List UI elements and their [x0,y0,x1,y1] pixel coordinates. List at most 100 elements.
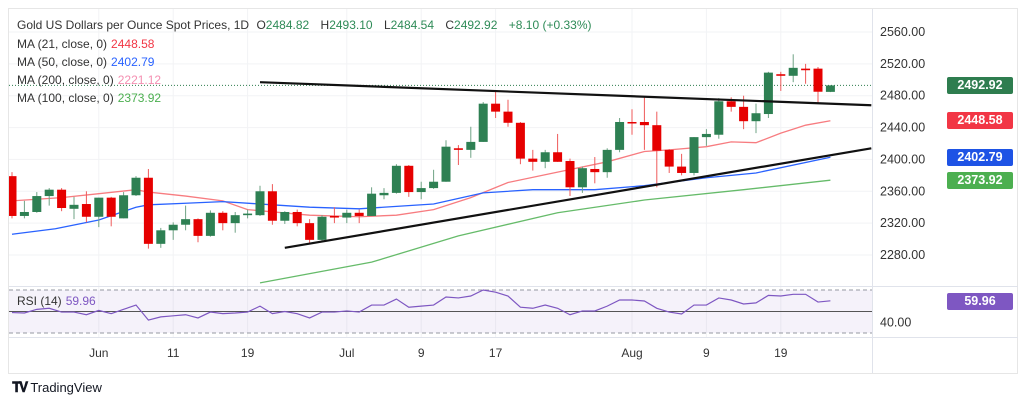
ma100-legend[interactable]: MA (100, close, 0) 2373.92 [17,91,165,105]
candle-body [825,85,835,92]
candle-bullish [32,192,42,213]
candle-bearish [329,207,339,224]
candle-bullish [714,98,724,139]
symbol-title: Gold US Dollars per Ounce Spot Prices, 1… [17,18,250,32]
candle-body [627,121,637,124]
candle-body [503,111,513,123]
x-tick-label: Jul [339,346,354,360]
symbol-legend: Gold US Dollars per Ounce Spot Prices, 1… [17,18,596,32]
candle-body [701,133,711,138]
x-tick-label: 11 [167,346,180,360]
candle-body [181,219,191,225]
candle-bearish [218,211,228,231]
candle-body [255,191,265,216]
candle-body [367,193,377,216]
x-tick-label: 19 [241,346,255,360]
candle-bearish [305,219,315,244]
low-label: L [383,18,391,32]
rsi-value-tag: 59.96 [947,293,1013,310]
candle-bearish [652,111,662,188]
candle-bearish [143,168,153,249]
candle-body [168,224,178,231]
candle-bearish [267,184,277,225]
candle-body [131,177,141,196]
candle-bullish [689,137,699,176]
candle-bearish [292,209,302,227]
candle-bullish [255,185,265,216]
upper-trendline [259,81,872,107]
candle-bullish [230,211,240,233]
candle-bullish [367,187,377,216]
tradingview-logo-icon: 𝐓𝐕 [12,379,28,395]
tradingview-logo[interactable]: 𝐓𝐕 TradingView [12,379,102,396]
candle-body [515,122,525,159]
candle-bullish [280,211,290,224]
candle-bullish [540,149,550,169]
candle-body [652,125,662,151]
candle-body [342,212,352,218]
candle-body [540,152,550,162]
rsi-label: RSI (14) [17,294,62,308]
high-label: H [320,18,330,32]
candle-body [565,161,575,188]
rsi-legend[interactable]: RSI (14) 59.96 [17,294,100,308]
candle-body [193,219,203,236]
y-tick-label: 2400.00 [880,152,925,166]
candle-bearish [503,99,513,127]
candle-bullish [615,118,625,153]
candle-bearish [193,218,203,243]
ma21-legend[interactable]: MA (21, close, 0) 2448.58 [17,37,158,51]
candle-bullish [602,148,612,178]
candle-body [44,189,54,197]
candle-body [267,191,277,221]
x-tick-label: Aug [621,346,642,360]
candle-body [218,212,228,224]
candle-bearish [664,149,674,173]
y-tick-label: 2360.00 [880,184,925,198]
candle-body [528,158,538,162]
candle-bullish [701,129,711,146]
candle-body [478,103,488,142]
candle-bullish [577,166,587,193]
candle-body [453,148,463,150]
candle-body [441,146,451,182]
ma-line-ma100 [259,179,831,284]
candle-body [577,168,587,188]
candle-bearish [404,164,414,197]
candle-bullish [379,188,389,200]
candle-bearish [57,188,67,212]
candle-bullish [44,188,54,206]
ma200-value: 2221.12 [117,73,162,87]
candle-body [602,149,612,173]
ma50-price-tag: 2402.79 [947,148,1013,166]
plot-area [9,54,872,284]
candle-body [156,230,166,244]
y-tick-label: 2520.00 [880,57,925,71]
candle-bullish [131,176,141,197]
candle-bearish [639,97,649,150]
lower-trendline [284,147,872,249]
candle-bullish [763,71,773,119]
ma200-legend[interactable]: MA (200, close, 0) 2221.12 [17,73,165,87]
candle-body [317,216,327,240]
chart-frame [8,8,1018,374]
x-tick-label: 19 [774,346,788,360]
ma100-price-tag: 2373.92 [947,171,1013,189]
ma50-value: 2402.79 [111,55,155,69]
candle-bearish [491,91,501,119]
candle-body [57,189,67,209]
candle-bearish [528,149,538,171]
x-tick-label: 17 [489,346,503,360]
y-tick-label: 2440.00 [880,121,925,135]
ma50-legend[interactable]: MA (50, close, 0) 2402.79 [17,55,158,69]
open-label: O [256,18,266,32]
candle-body [69,204,79,209]
candle-bearish [9,172,17,219]
candle-bullish [181,205,191,231]
candle-body [726,101,736,107]
change-value: +8.10 (+0.33%) [508,18,592,32]
candle-bearish [590,157,600,184]
x-tick-label: Jun [89,346,108,360]
candle-bullish [342,209,352,224]
